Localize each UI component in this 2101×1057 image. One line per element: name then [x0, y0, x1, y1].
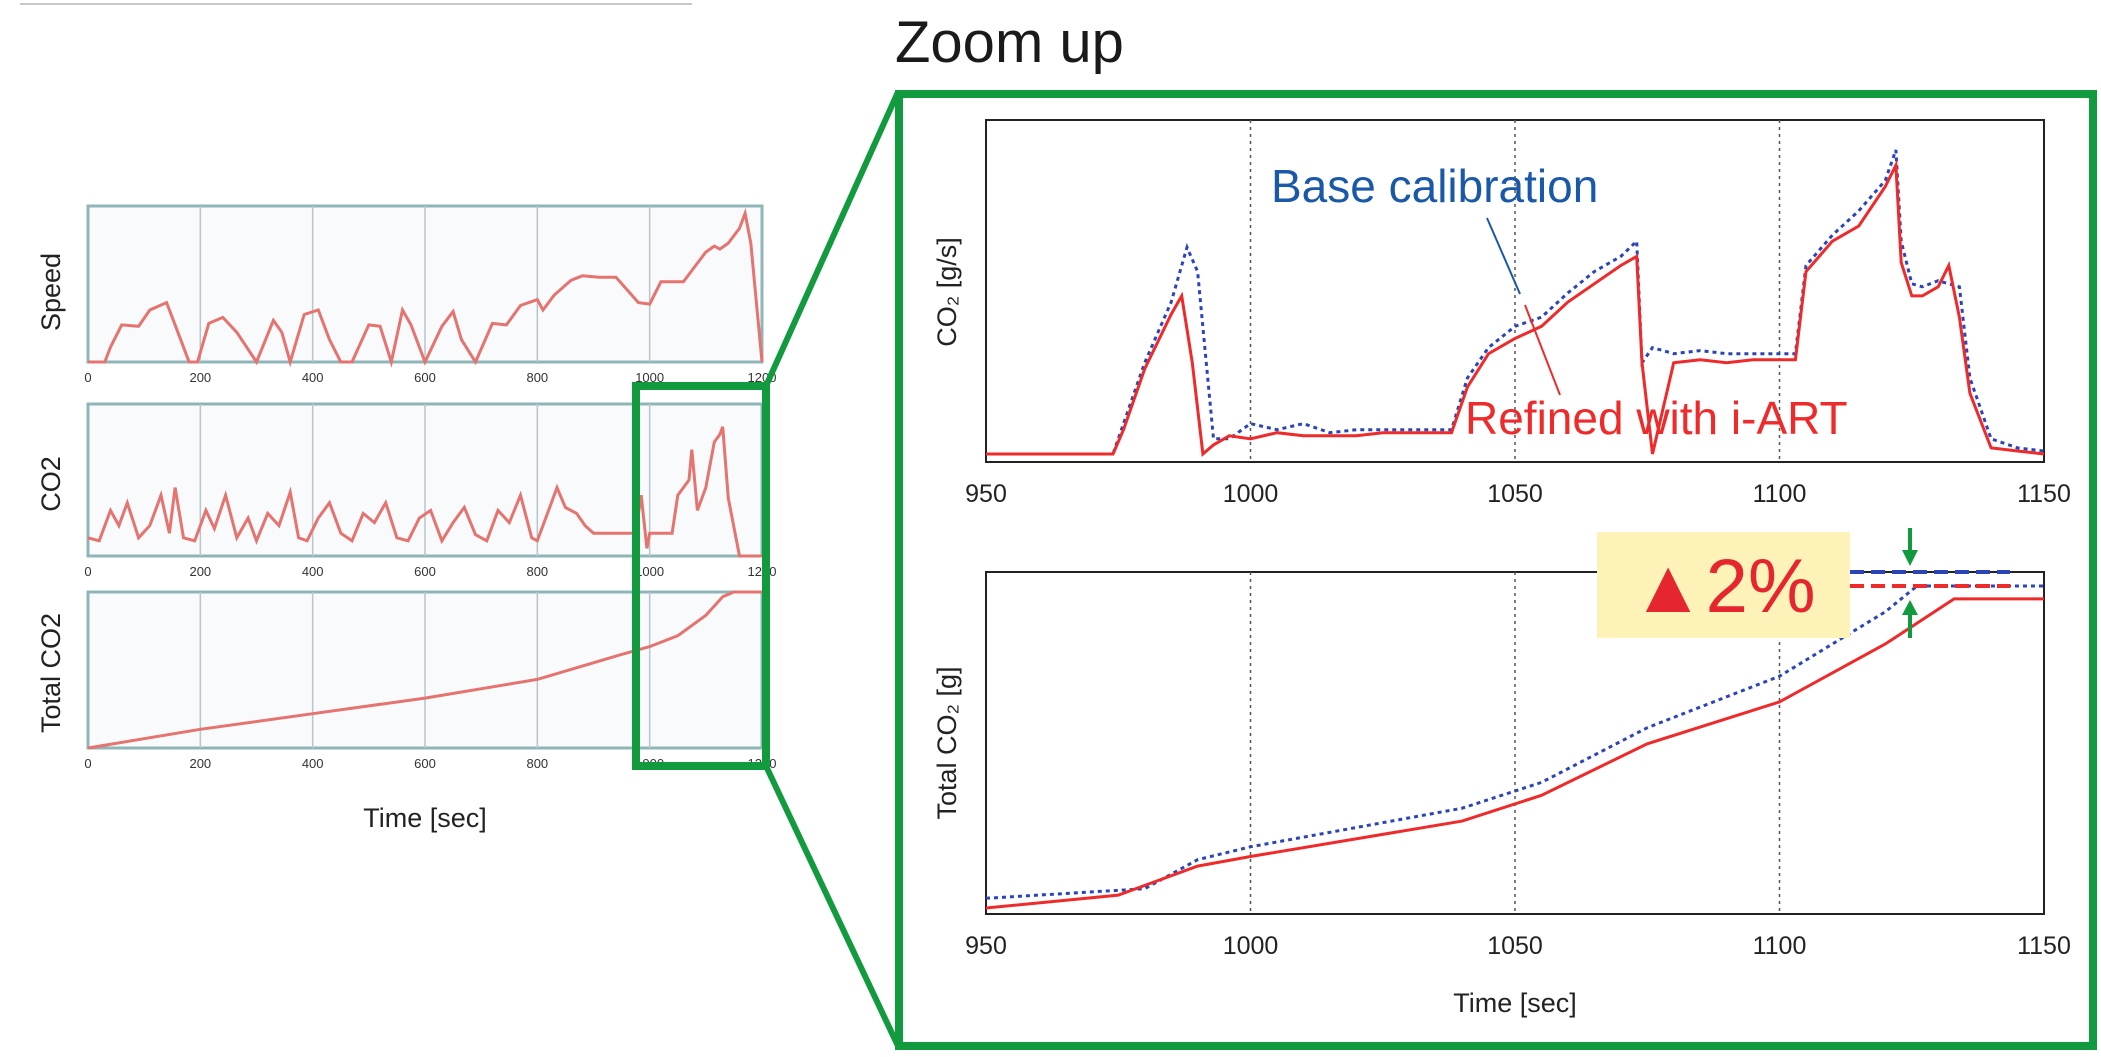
overview-speed-grid [199, 206, 651, 362]
zoom-total-co2-tick-1000: 1000 [1223, 932, 1279, 960]
zoom-total-co2-chart: 950 1000 1050 1100 1150 Total CO₂ [g] Time [… [932, 528, 2071, 1018]
overview-speed-tick-800: 800 [526, 370, 548, 385]
overview-co2-tick-600: 600 [414, 564, 436, 579]
overview-speed-tick-200: 200 [189, 370, 211, 385]
refined-annotation: Refined with i-ART [1465, 392, 1848, 444]
overview-co2-tick-200: 200 [189, 564, 211, 579]
zoom-total-co2-tick-950: 950 [965, 932, 1007, 960]
difference-arrow-bottom [1902, 600, 1918, 638]
overview-co2-tick-1000: 1000 [635, 564, 664, 579]
overview-speed-panel: 0 200 400 600 800 1000 1200 Speed [36, 204, 776, 385]
overview-total-co2-tick-800: 800 [526, 756, 548, 771]
overview-total-co2-panel: 0 200 400 600 800 1000 1200 Total CO2 Time [se… [36, 590, 776, 833]
zoom-co2-rate-refined-series [986, 159, 2045, 457]
overview-total-co2-tick-600: 600 [414, 756, 436, 771]
zoom-title: Zoom up [895, 10, 1124, 75]
zoom-total-co2-ylabel: Total CO₂ [g] [932, 666, 962, 819]
overview-co2-line [87, 426, 762, 558]
overview-total-co2-ylabel: Total CO2 [36, 613, 66, 733]
overview-total-co2-tick-400: 400 [302, 756, 324, 771]
zoom-total-co2-tick-labels: 950 1000 1050 1100 1150 [965, 932, 2071, 960]
zoom-co2-rate-tick-1000: 1000 [1223, 480, 1279, 508]
base-calibration-annotation: Base calibration [1271, 160, 1598, 212]
zoom-xlabel: Time [sec] [1453, 988, 1577, 1018]
zoom-total-co2-tick-1150: 1150 [2017, 932, 2071, 960]
zoom-total-co2-tick-1050: 1050 [1487, 932, 1543, 960]
overview-speed-ylabel: Speed [36, 253, 66, 331]
difference-badge-text: ▲2% [1630, 544, 1815, 629]
overview-co2-grid [199, 404, 651, 556]
zoom-co2-rate-tick-1050: 1050 [1487, 480, 1543, 508]
difference-arrow-top [1902, 528, 1918, 566]
difference-badge [1597, 532, 1850, 638]
overview-speed-line [88, 207, 764, 368]
overview-co2-tick-800: 800 [526, 564, 548, 579]
overview-total-co2-tick-200: 200 [189, 756, 211, 771]
zoom-selection-box [632, 382, 770, 770]
overview-speed-tick-600: 600 [414, 370, 436, 385]
overview-co2-ylabel: CO2 [36, 456, 66, 512]
zoom-co2-rate-chart: 950 1000 1050 1100 1150 CO₂ [g/s] Base calib… [932, 119, 2071, 508]
zoom-co2-rate-base-series [986, 149, 2045, 456]
zoom-co2-rate-tick-950: 950 [965, 480, 1007, 508]
zoom-total-co2-base-series [985, 584, 2044, 900]
overview-co2-panel: 0 200 400 600 800 1000 1200 CO2 [36, 402, 776, 579]
overview-co2-tick-400: 400 [302, 564, 324, 579]
zoom-co2-rate-ylabel: CO₂ [g/s] [932, 237, 962, 347]
zoom-co2-rate-tick-labels: 950 1000 1050 1100 1150 [965, 480, 2071, 508]
overview-speed-tick-0: 0 [84, 370, 91, 385]
overview-total-co2-tick-0: 0 [84, 756, 91, 771]
zoom-co2-rate-grid [1249, 120, 1781, 462]
overview-group: 0 200 400 600 800 1000 1200 Speed 0 200 400 600 80… [36, 204, 776, 833]
refined-leader [1524, 304, 1561, 396]
zoom-co2-rate-tick-1150: 1150 [2017, 480, 2071, 508]
overview-total-co2-grid [199, 592, 651, 748]
zoom-connector-bottom [763, 764, 901, 1048]
overview-speed-tick-400: 400 [302, 370, 324, 385]
overview-speed-tick-1000: 1000 [635, 370, 664, 385]
base-calibration-leader [1486, 217, 1521, 295]
overview-xlabel: Time [sec] [363, 803, 487, 833]
zoom-total-co2-tick-1100: 1100 [1753, 932, 1807, 960]
overview-co2-tick-labels: 0 200 400 600 800 1000 1200 [84, 564, 776, 579]
zoom-co2-rate-tick-1100: 1100 [1753, 480, 1807, 508]
zoom-connector-top [763, 90, 901, 388]
overview-co2-tick-0: 0 [84, 564, 91, 579]
